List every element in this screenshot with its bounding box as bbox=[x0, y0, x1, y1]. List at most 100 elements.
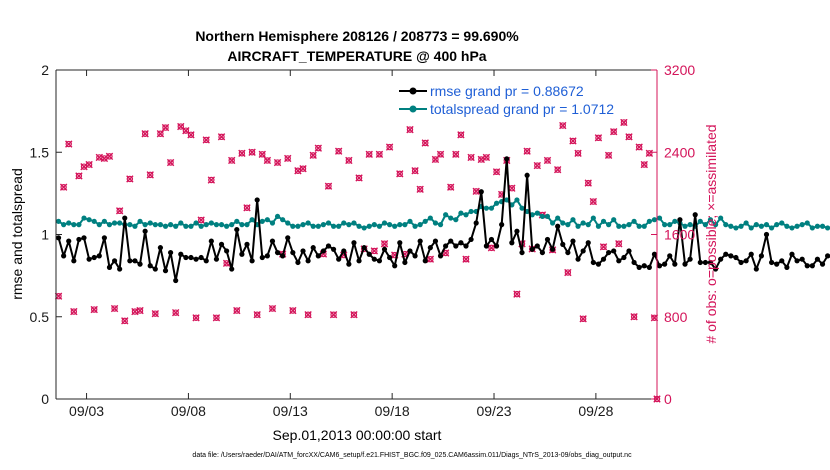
obs-point bbox=[314, 144, 322, 152]
rmse-point bbox=[519, 249, 525, 256]
spread-point bbox=[157, 222, 164, 228]
obs-point bbox=[324, 182, 333, 190]
rmse-point bbox=[590, 259, 596, 266]
rmse-point bbox=[600, 256, 607, 262]
obs-point bbox=[126, 175, 134, 183]
rmse-point bbox=[330, 246, 337, 252]
rmse-point bbox=[96, 253, 102, 259]
spread-point bbox=[646, 218, 652, 224]
rmse-point bbox=[336, 256, 342, 262]
spread-point bbox=[300, 222, 306, 228]
rmse-point bbox=[305, 258, 311, 264]
legend: rmse grand pr = 0.88672 totalspread gran… bbox=[396, 79, 651, 119]
rmse-point bbox=[315, 253, 321, 259]
spread-point bbox=[188, 223, 194, 229]
rmse-point bbox=[341, 248, 347, 254]
rmse-point bbox=[432, 238, 439, 244]
obs-point bbox=[59, 183, 68, 191]
obs-point bbox=[207, 176, 216, 184]
spread-point bbox=[346, 222, 352, 228]
spread-point bbox=[555, 215, 561, 221]
rmse-point bbox=[111, 258, 118, 264]
spread-point bbox=[565, 222, 571, 228]
obs-point bbox=[589, 197, 598, 206]
y-left-tick-label: 2 bbox=[41, 62, 49, 78]
spread-point bbox=[361, 225, 367, 231]
obs-point bbox=[334, 147, 343, 155]
obs-point bbox=[75, 172, 83, 180]
spread-point bbox=[234, 218, 240, 224]
rmse-point bbox=[779, 258, 785, 264]
y-left-axis-label: rmse and totalspread bbox=[9, 168, 25, 300]
obs-point bbox=[110, 304, 119, 313]
rmse-point bbox=[565, 249, 571, 256]
rmse-point bbox=[493, 243, 500, 249]
obs-point bbox=[304, 310, 312, 319]
rmse-point bbox=[244, 241, 250, 247]
spread-point bbox=[697, 218, 703, 224]
spread-point bbox=[453, 217, 459, 223]
rmse-point bbox=[662, 261, 668, 267]
rmse-point bbox=[723, 251, 729, 257]
obs-point bbox=[574, 149, 582, 157]
rmse-point bbox=[621, 254, 627, 261]
obs-point bbox=[513, 290, 521, 298]
spread-point bbox=[712, 222, 719, 228]
rmse-point bbox=[437, 253, 444, 259]
rmse-point bbox=[794, 258, 800, 264]
obs-point bbox=[273, 158, 282, 167]
rmse-point bbox=[453, 243, 459, 249]
rmse-point bbox=[509, 240, 515, 246]
rmse-point bbox=[758, 253, 765, 259]
spread-point bbox=[397, 222, 403, 228]
spread-point bbox=[651, 217, 658, 223]
spread-point bbox=[468, 208, 474, 215]
spread-point bbox=[463, 212, 469, 218]
spread-point bbox=[330, 223, 337, 229]
obs-point bbox=[355, 174, 363, 182]
spread-point bbox=[213, 222, 220, 228]
rmse-point bbox=[259, 254, 265, 261]
obs-point bbox=[482, 153, 491, 162]
spread-point bbox=[203, 222, 209, 228]
rmse-point bbox=[651, 251, 658, 257]
chart-title-line1: Northern Hemisphere 208126 / 208773 = 99… bbox=[195, 28, 519, 44]
rmse-point bbox=[631, 259, 637, 266]
spread-point bbox=[606, 222, 612, 228]
obs-point bbox=[258, 150, 266, 159]
spread-point bbox=[519, 205, 525, 211]
spread-point bbox=[86, 217, 92, 223]
rmse-point bbox=[371, 256, 377, 262]
rmse-point bbox=[122, 215, 128, 221]
rmse-point bbox=[407, 248, 413, 254]
obs-point bbox=[70, 307, 78, 316]
obs-point bbox=[233, 306, 241, 315]
rmse-point bbox=[443, 243, 449, 249]
rmse-point bbox=[682, 261, 688, 267]
rmse-point bbox=[224, 248, 230, 254]
spread-point bbox=[488, 205, 495, 211]
rmse-point bbox=[611, 248, 617, 254]
spread-point bbox=[96, 222, 102, 228]
rmse-point bbox=[687, 256, 693, 262]
totalspread-series bbox=[55, 197, 830, 231]
rmse-point bbox=[101, 235, 107, 241]
spread-point bbox=[743, 220, 749, 226]
rmse-point bbox=[585, 240, 591, 246]
rmse-point bbox=[524, 172, 530, 178]
obs-point bbox=[635, 143, 643, 151]
spread-point bbox=[636, 223, 642, 229]
legend-rmse-marker bbox=[409, 87, 417, 95]
spread-point bbox=[656, 215, 663, 221]
rmse-point bbox=[76, 236, 82, 243]
legend-rmse-label: rmse grand pr = 0.88672 bbox=[430, 83, 584, 99]
spread-point bbox=[305, 220, 311, 226]
rmse-point bbox=[162, 268, 169, 274]
obs-point bbox=[533, 161, 542, 170]
spread-point bbox=[290, 223, 296, 229]
rmse-point bbox=[351, 240, 357, 246]
spread-point bbox=[198, 223, 204, 229]
obs-point bbox=[202, 136, 210, 144]
spread-point bbox=[101, 218, 107, 224]
rmse-point bbox=[504, 156, 510, 162]
